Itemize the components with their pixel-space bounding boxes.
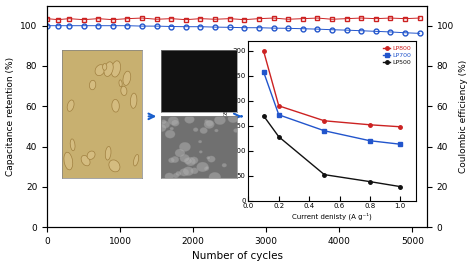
Y-axis label: Coulombic efficiency (%): Coulombic efficiency (%) xyxy=(459,60,468,173)
Y-axis label: Capacitance retention (%): Capacitance retention (%) xyxy=(6,57,15,176)
X-axis label: Number of cycles: Number of cycles xyxy=(191,252,283,261)
